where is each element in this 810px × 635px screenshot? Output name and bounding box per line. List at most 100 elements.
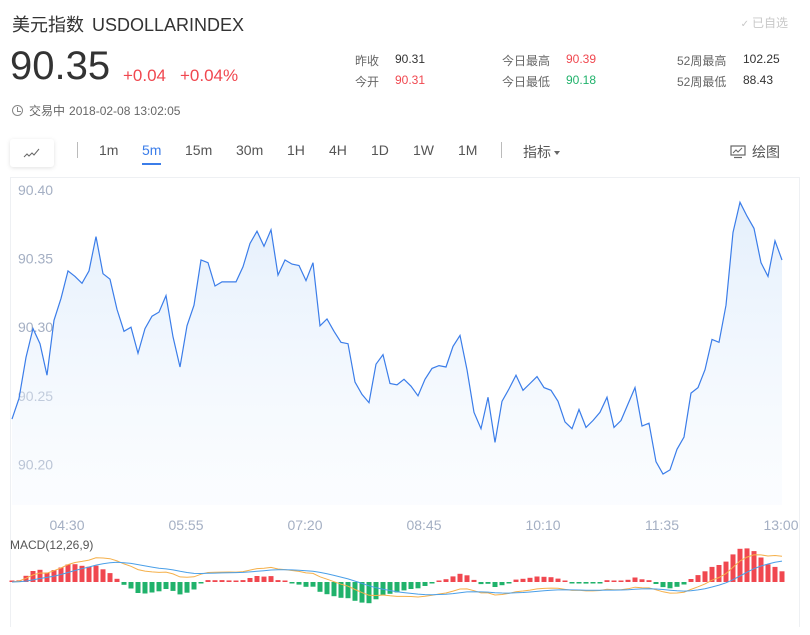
macd-bar xyxy=(296,582,302,585)
tab-1D[interactable]: 1D xyxy=(371,142,389,158)
macd-bar xyxy=(772,566,778,582)
macd-bar xyxy=(135,582,141,593)
macd-bar xyxy=(30,571,36,582)
macd-bar xyxy=(254,576,260,582)
stat-day-low-value: 90.18 xyxy=(566,73,597,87)
stat-52w-high-value: 102.25 xyxy=(743,52,780,66)
chart-type-button[interactable] xyxy=(10,139,54,167)
x-tick-label: 13:00 xyxy=(763,517,798,533)
timestamp: 2018-02-08 13:02:05 xyxy=(69,103,181,118)
x-tick-label: 10:10 xyxy=(525,517,560,533)
x-tick-label: 07:20 xyxy=(287,517,322,533)
macd-bar xyxy=(471,579,477,582)
macd-bar xyxy=(443,579,449,582)
toolbar-divider xyxy=(77,142,78,158)
macd-bar xyxy=(450,576,456,582)
macd-bar xyxy=(534,576,540,582)
macd-bar xyxy=(569,582,575,584)
macd-bar xyxy=(583,582,589,584)
macd-bar xyxy=(415,582,421,589)
tab-4H[interactable]: 4H xyxy=(329,142,347,158)
stat-prev-close: 昨收 xyxy=(355,54,380,68)
stat-day-high-value: 90.39 xyxy=(566,52,597,66)
macd-bar xyxy=(660,582,666,588)
macd-bar xyxy=(65,564,71,582)
stat-52w-low-value: 88.43 xyxy=(743,73,774,87)
macd-bar xyxy=(184,582,190,593)
macd-bar xyxy=(667,582,673,589)
line-chart-icon xyxy=(23,148,40,158)
macd-bar xyxy=(37,569,43,582)
macd-bar xyxy=(674,582,680,587)
tab-1H[interactable]: 1H xyxy=(287,142,305,158)
macd-bar xyxy=(576,582,582,584)
macd-bar xyxy=(156,582,162,592)
y-tick-label: 90.35 xyxy=(18,251,53,267)
macd-bar xyxy=(639,579,645,582)
macd-bar xyxy=(758,557,764,582)
macd-bar xyxy=(499,582,505,586)
tab-5m[interactable]: 5m xyxy=(142,142,162,165)
macd-bar xyxy=(457,573,463,582)
macd-bar xyxy=(317,582,323,592)
macd-bar xyxy=(618,580,624,582)
macd-bar xyxy=(191,582,197,590)
macd-bar xyxy=(275,580,281,582)
tab-30m[interactable]: 30m xyxy=(236,142,264,158)
tab-1M[interactable]: 1M xyxy=(458,142,478,158)
tab-15m[interactable]: 15m xyxy=(185,142,213,158)
tab-1m[interactable]: 1m xyxy=(99,142,119,158)
macd-bar xyxy=(219,580,225,582)
indicator-dropdown[interactable]: 指标 xyxy=(523,142,560,162)
macd-bar xyxy=(128,582,134,589)
macd-bar xyxy=(597,582,603,584)
status-label: 交易中 xyxy=(29,104,66,118)
macd-bar xyxy=(625,579,631,582)
macd-bar xyxy=(282,580,288,582)
macd-bar xyxy=(310,582,316,587)
macd-bar xyxy=(93,565,99,582)
macd-bar xyxy=(590,582,596,584)
macd-bar xyxy=(527,577,533,582)
x-tick-label: 04:30 xyxy=(49,517,84,533)
stat-52w-low: 52周最低 xyxy=(677,75,727,89)
macd-bar xyxy=(681,582,687,585)
tab-1W[interactable]: 1W xyxy=(413,142,434,158)
chart-panel[interactable] xyxy=(10,177,800,627)
macd-bar xyxy=(177,582,183,595)
macd-bar xyxy=(303,582,309,587)
macd-bar xyxy=(324,582,330,595)
draw-button[interactable]: 绘图 xyxy=(730,142,780,162)
macd-bar xyxy=(261,576,267,582)
last-price: 90.35 xyxy=(10,44,111,88)
macd-bar xyxy=(366,582,372,604)
macd-bar xyxy=(345,582,351,599)
favorite-button[interactable]: ✓ 已自选 xyxy=(741,14,788,31)
stat-52w-high: 52周最高 xyxy=(677,54,727,68)
favorite-label: 已自选 xyxy=(751,16,788,30)
macd-bar xyxy=(338,582,344,598)
price-area xyxy=(12,202,782,506)
macd-bar xyxy=(737,548,743,582)
macd-bar xyxy=(541,576,547,582)
x-tick-label: 11:35 xyxy=(645,517,679,533)
macd-bar xyxy=(709,566,715,582)
macd-bar xyxy=(723,561,729,582)
clock-icon xyxy=(12,105,23,116)
macd-bar xyxy=(387,582,393,594)
macd-bar xyxy=(170,582,176,591)
macd-bar xyxy=(422,582,428,586)
macd-bar xyxy=(436,580,442,582)
macd-bar xyxy=(653,582,659,584)
macd-bar xyxy=(604,580,610,582)
draw-label: 绘图 xyxy=(752,144,780,160)
macd-bar xyxy=(86,566,92,582)
stat-prev-close-value: 90.31 xyxy=(395,52,426,66)
caret-down-icon xyxy=(554,151,560,156)
x-tick-label: 08:45 xyxy=(406,517,441,533)
macd-bar xyxy=(205,580,211,582)
macd-bar xyxy=(695,575,701,582)
stat-day-high: 今日最高 xyxy=(502,54,551,68)
macd-bar xyxy=(555,578,561,582)
